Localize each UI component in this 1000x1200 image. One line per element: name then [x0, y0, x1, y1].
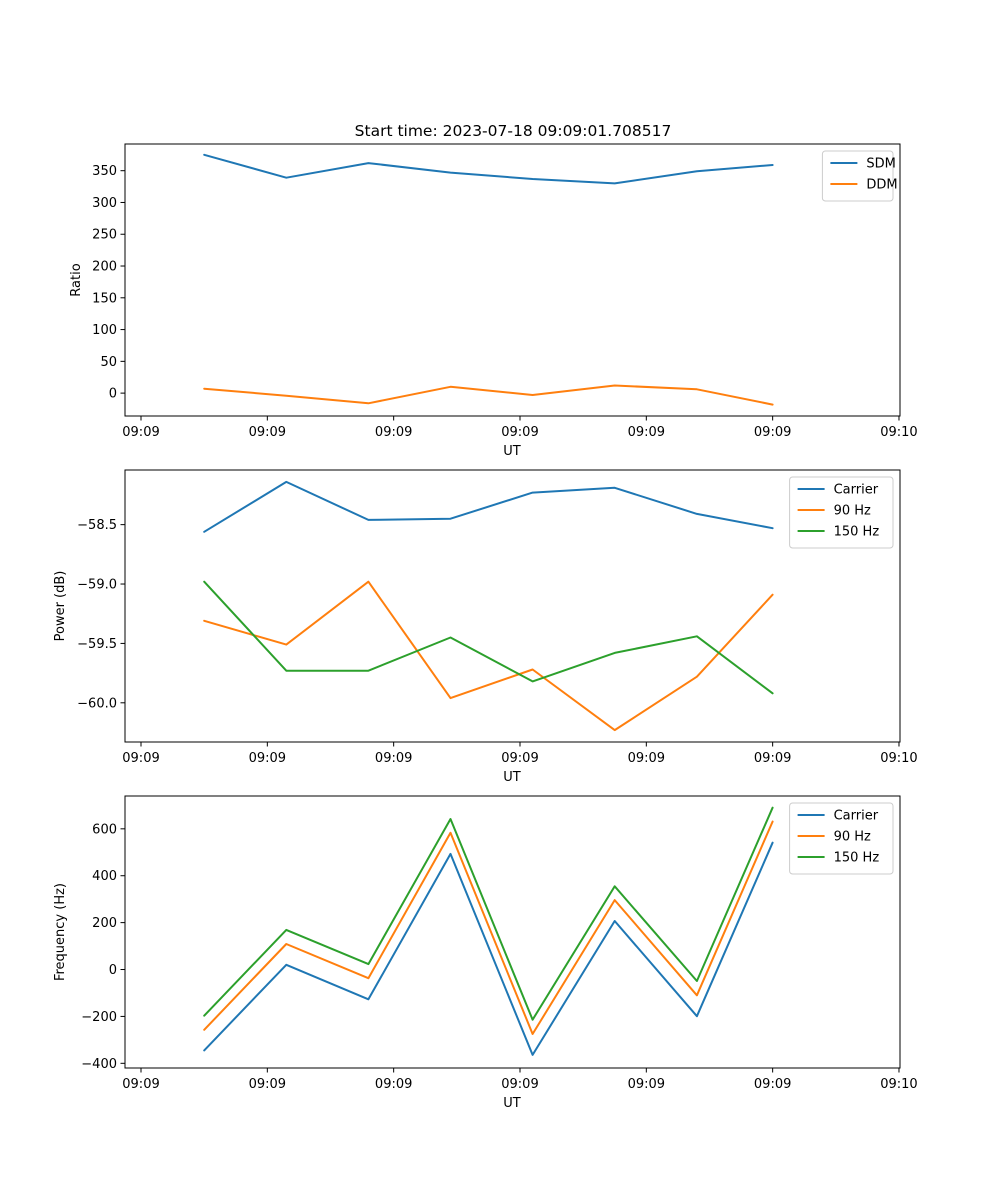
ratio-y-axis-label: Ratio — [69, 263, 84, 296]
power-axes-frame — [124, 469, 901, 743]
x-tick-label: 09:10 — [880, 751, 917, 766]
ratio-x-axis-label: UT — [503, 444, 521, 459]
x-tick-label: 09:09 — [501, 425, 538, 440]
ddm-legend-label: DDM — [866, 178, 897, 193]
x-tick-label: 09:09 — [501, 751, 538, 766]
y-tick-label: 200 — [92, 260, 117, 275]
y-tick-label: −200 — [81, 1010, 117, 1025]
x-tick-label: 09:09 — [754, 751, 791, 766]
x-tick-label: 09:09 — [249, 425, 286, 440]
y-tick-label: −59.0 — [77, 578, 117, 593]
y-tick-label: 0 — [109, 963, 117, 978]
carrier-series-line — [203, 480, 774, 533]
carrier-series-line — [203, 841, 774, 1056]
y-tick-label: 150 — [92, 291, 117, 306]
x-tick-label: 09:09 — [375, 425, 412, 440]
x-tick-label: 09:10 — [880, 1077, 917, 1092]
y-tick-label: −59.5 — [77, 637, 117, 652]
x-tick-label: 09:09 — [249, 751, 286, 766]
y-tick-label: 100 — [92, 323, 117, 338]
carrier-legend-label: Carrier — [834, 483, 879, 498]
x-tick-label: 09:09 — [628, 751, 665, 766]
y-tick-label: −58.5 — [77, 518, 117, 533]
y-tick-label: −60.0 — [77, 696, 117, 711]
x-tick-label: 09:09 — [122, 1077, 159, 1092]
x-tick-label: 09:09 — [628, 425, 665, 440]
90-hz-series-line — [203, 580, 774, 732]
90-hz-legend-label: 90 Hz — [834, 504, 871, 519]
y-tick-label: 200 — [92, 916, 117, 931]
frequency-y-axis-label: Frequency (Hz) — [53, 883, 68, 981]
x-tick-label: 09:09 — [249, 1077, 286, 1092]
150-hz-series-line — [203, 806, 774, 1021]
y-tick-label: 300 — [92, 196, 117, 211]
frequency-axes-frame — [124, 795, 901, 1069]
y-tick-label: 50 — [100, 355, 117, 370]
ddm-series-line — [203, 384, 774, 406]
x-tick-label: 09:09 — [122, 425, 159, 440]
ratio-axes-frame — [124, 143, 901, 417]
sdm-legend-label: SDM — [866, 157, 895, 172]
frequency-legend: Carrier 90 Hz 150 Hz — [789, 802, 894, 875]
y-tick-label: 0 — [109, 387, 117, 402]
x-tick-label: 09:09 — [754, 425, 791, 440]
frequency-subplot: 09:09 09:09 09:09 09:09 09:09 09:09 09:10 −400 −… — [53, 795, 918, 1111]
150-hz-legend-label: 150 Hz — [834, 525, 880, 540]
150-hz-series-line — [203, 580, 774, 695]
y-tick-label: −400 — [81, 1057, 117, 1072]
power-y-axis-label: Power (dB) — [53, 571, 68, 642]
y-tick-label: 250 — [92, 228, 117, 243]
y-tick-label: 350 — [92, 164, 117, 179]
x-tick-label: 09:09 — [375, 751, 412, 766]
frequency-x-axis-label: UT — [503, 1096, 521, 1111]
90-hz-series-line — [203, 820, 774, 1035]
power-legend: Carrier 90 Hz 150 Hz — [789, 476, 894, 549]
power-x-axis-label: UT — [503, 770, 521, 785]
ratio-legend: SDM DDM — [821, 150, 898, 202]
x-tick-label: 09:09 — [501, 1077, 538, 1092]
power-subplot: 09:09 09:09 09:09 09:09 09:09 09:09 09:10 −60.0… — [53, 469, 918, 785]
150-hz-legend-label: 150 Hz — [834, 851, 880, 866]
ratio-subplot: 09:09 09:09 09:09 09:09 09:09 09:09 09:10 0 50 10… — [69, 143, 918, 459]
y-tick-label: 600 — [92, 822, 117, 837]
sdm-series-line — [203, 153, 774, 185]
x-tick-label: 09:09 — [375, 1077, 412, 1092]
x-tick-label: 09:09 — [628, 1077, 665, 1092]
x-tick-label: 09:09 — [122, 751, 159, 766]
y-tick-label: 400 — [92, 869, 117, 884]
x-tick-label: 09:10 — [880, 425, 917, 440]
90-hz-legend-label: 90 Hz — [834, 830, 871, 845]
x-tick-label: 09:09 — [754, 1077, 791, 1092]
chart-title: Start time: 2023-07-18 09:09:01.708517 — [355, 122, 672, 140]
carrier-legend-label: Carrier — [834, 809, 879, 824]
